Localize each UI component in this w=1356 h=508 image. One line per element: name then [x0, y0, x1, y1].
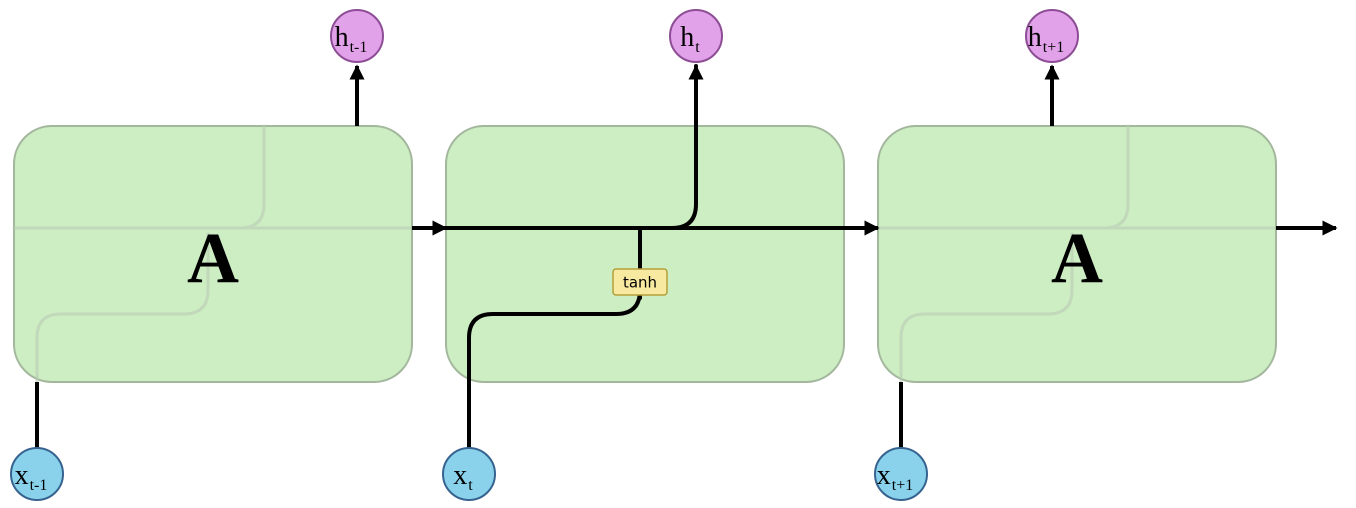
rnn-diagram: A Atanh xt-1 ht-1 xt ht xt+1 ht+1 — [0, 0, 1356, 508]
input-node-2: xt+1 — [875, 382, 927, 500]
cell-label: A — [187, 219, 239, 299]
output-node-1: ht — [670, 10, 722, 62]
cell-label: A — [1051, 219, 1103, 299]
cell-2: A — [878, 126, 1276, 382]
tanh-label: tanh — [623, 274, 657, 292]
input-node-0: xt-1 — [11, 382, 63, 500]
cell-rect — [446, 126, 844, 382]
input-node-1: xt — [443, 448, 495, 500]
cell-0: A — [14, 126, 412, 382]
output-node-2: ht+1 — [1026, 10, 1078, 126]
cell-1 — [446, 126, 844, 382]
output-node-0: ht-1 — [331, 10, 383, 126]
